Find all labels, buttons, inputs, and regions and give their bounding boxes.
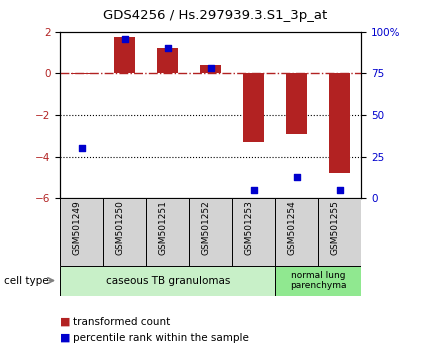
Bar <box>60 266 275 296</box>
Bar <box>329 74 350 173</box>
Text: GSM501250: GSM501250 <box>116 200 125 255</box>
Bar <box>286 74 307 134</box>
Text: GSM501249: GSM501249 <box>73 200 82 255</box>
Point <box>164 46 171 51</box>
Point <box>336 187 343 193</box>
Bar <box>275 198 318 266</box>
Bar <box>200 65 221 74</box>
Bar <box>275 266 361 296</box>
Bar <box>146 198 189 266</box>
Bar <box>243 74 264 142</box>
Bar <box>103 198 146 266</box>
Point <box>207 65 214 71</box>
Text: cell type: cell type <box>4 275 49 286</box>
Bar <box>232 198 275 266</box>
Bar <box>318 198 361 266</box>
Text: GDS4256 / Hs.297939.3.S1_3p_at: GDS4256 / Hs.297939.3.S1_3p_at <box>103 9 327 22</box>
Text: normal lung
parenchyma: normal lung parenchyma <box>290 271 347 290</box>
Bar <box>60 198 103 266</box>
Text: GSM501253: GSM501253 <box>245 200 254 255</box>
Text: ■: ■ <box>60 333 71 343</box>
Bar <box>157 48 178 74</box>
Text: GSM501254: GSM501254 <box>288 200 297 255</box>
Point <box>293 174 300 179</box>
Point <box>121 36 128 41</box>
Text: percentile rank within the sample: percentile rank within the sample <box>73 333 249 343</box>
Text: GSM501252: GSM501252 <box>202 200 211 255</box>
Text: ■: ■ <box>60 317 71 327</box>
Point <box>78 145 85 151</box>
Text: GSM501255: GSM501255 <box>331 200 340 255</box>
Point <box>250 187 257 193</box>
Bar <box>189 198 232 266</box>
Text: caseous TB granulomas: caseous TB granulomas <box>105 275 230 286</box>
Bar <box>114 37 135 74</box>
Text: transformed count: transformed count <box>73 317 170 327</box>
Text: GSM501251: GSM501251 <box>159 200 168 255</box>
